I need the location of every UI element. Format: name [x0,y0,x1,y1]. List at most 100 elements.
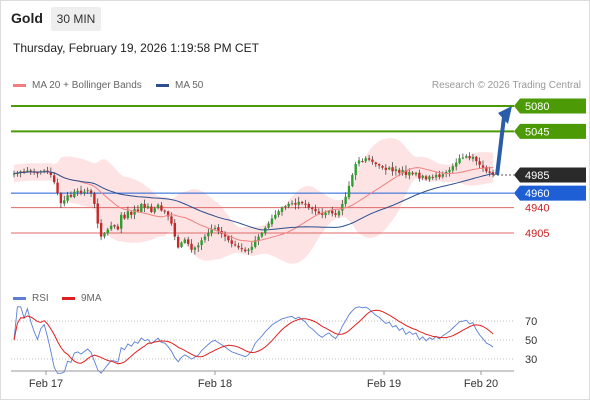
candle-body [344,196,347,205]
candle-body [103,233,106,237]
x-tick-label: Feb 18 [198,378,232,390]
candle-body [280,207,284,212]
candle-body [411,172,414,175]
candle-body [371,159,374,162]
candle-body [398,169,401,173]
candle-body [133,209,136,215]
candle-body [334,213,337,215]
candle-body [29,170,32,172]
candle-body [321,213,324,215]
level-label-5045: 5045 [525,126,549,138]
candle-body [428,176,431,180]
candle-body [404,170,408,175]
candle-body [394,169,398,171]
candle-body [260,233,264,237]
level-label-4940: 4940 [525,203,549,215]
candle-body [324,212,327,216]
candle-body [465,156,468,158]
legend-9ma-label: 9MA [81,293,102,304]
candle-body [170,216,173,224]
candle-body [76,190,79,193]
candle-body [455,162,458,167]
candle-body [254,240,257,247]
candle-body [116,226,120,230]
candle-body [99,223,103,237]
candle-body [424,176,428,180]
legend-rsi-swatch [13,296,26,300]
candle-body [364,158,367,162]
candle-body [388,167,391,170]
instrument-title: Gold [11,10,43,26]
legend-ma20-label: MA 20 + Bollinger Bands [32,80,142,91]
level-tag-4985 [514,167,586,183]
candle-body [458,158,461,164]
candle-body [304,203,307,205]
candle-body [327,211,331,213]
candle-body [109,225,113,230]
x-tick-label: Feb 19 [367,378,401,390]
candle-body [267,223,270,228]
rsi-line [13,306,494,374]
candle-body [347,185,351,198]
candle-body [53,175,56,183]
candle-body [156,204,160,208]
level-label-4985: 4985 [525,170,549,182]
bollinger-band [14,138,494,264]
candle-body [300,201,304,204]
candle-body [163,210,166,212]
candle-body [408,172,411,176]
candle-body [193,247,197,250]
legend-9ma-swatch [62,296,75,300]
candle-body [83,191,86,194]
candle-body [200,240,203,246]
candle-body [203,236,207,240]
candle-body [176,236,180,248]
candle-body [485,167,488,172]
candle-body [488,171,491,173]
candle-body [341,203,344,211]
candle-body [381,166,384,168]
candle-body [207,233,210,237]
candle-body [26,170,29,172]
candle-body [354,164,357,176]
candle-body [210,229,213,233]
candle-body [294,203,297,205]
candle-body [468,156,471,159]
candle-body [274,214,277,219]
candle-body [126,211,130,219]
candle-body [448,169,451,173]
candle-body [290,203,294,205]
candle-body [478,161,481,165]
candle-body [434,174,438,178]
forecast-arrow-shaft [495,116,506,176]
timeframe-button[interactable]: 30 MIN [51,7,101,31]
candle-body [431,176,434,178]
level-label-4960: 4960 [525,188,549,200]
x-tick-label: Feb 17 [29,378,63,390]
ma20-line [13,167,494,242]
candle-body [160,205,163,211]
candle-body [414,172,418,175]
candle-body [374,162,377,165]
candle-body [123,214,126,219]
candle-body [166,211,170,217]
candle-body [307,204,310,208]
candle-body [96,203,99,224]
candle-body [418,172,421,179]
candle-body [36,172,39,174]
candle-body [421,175,424,178]
candle-body [277,211,280,215]
candle-body [153,208,156,213]
legend-rsi: RSI [13,293,49,304]
candle-body [217,227,220,231]
candle-body [237,245,240,248]
candle-body [247,249,250,251]
rsi-ma-line [13,309,494,365]
candle-body [180,242,183,247]
candle-body [264,227,267,234]
candle-body [143,203,146,208]
candle-body [140,203,143,212]
candle-body [361,161,364,163]
candle-body [89,190,93,194]
